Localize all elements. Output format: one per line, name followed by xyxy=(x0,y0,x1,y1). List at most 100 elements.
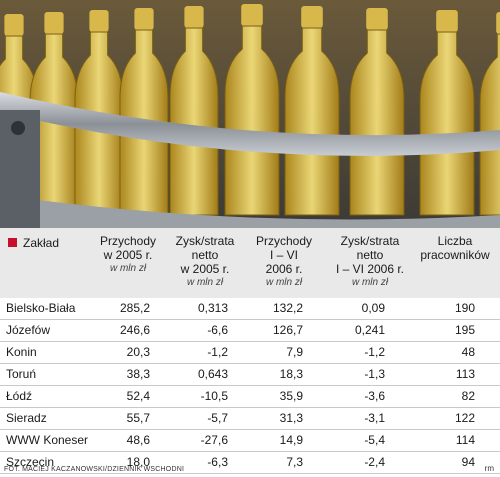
table-cell: 114 xyxy=(455,433,475,447)
bottle xyxy=(419,31,475,216)
bottle-cap xyxy=(44,12,64,34)
table-cell: -2,4 xyxy=(364,455,385,469)
table-cell: 48,6 xyxy=(126,433,150,447)
table-row: Toruń 38,3 0,643 18,3 -1,3 113 xyxy=(0,364,500,386)
table-cell: 190 xyxy=(454,301,475,315)
header-line: Przychody xyxy=(99,234,157,248)
table-cell: 20,3 xyxy=(126,345,150,359)
table-cell: 0,313 xyxy=(197,301,228,315)
column-header: Przychody I – VI 2006 r. w mln zł xyxy=(239,234,329,290)
table-cell: -1,2 xyxy=(364,345,385,359)
bottle-cap xyxy=(134,8,154,30)
bottle-cap xyxy=(301,6,323,28)
table-cell: 0,09 xyxy=(361,301,385,315)
table-cell: -3,6 xyxy=(364,389,385,403)
table-cell: 14,9 xyxy=(279,433,303,447)
bottle-cap xyxy=(366,8,388,30)
table-cell: -6,6 xyxy=(207,323,228,337)
plant-name: Józefów xyxy=(6,323,51,337)
table-cell: -1,2 xyxy=(207,345,228,359)
bottle-cap xyxy=(496,12,500,34)
plant-name: Sieradz xyxy=(6,411,47,425)
table-row: Konin 20,3 -1,2 7,9 -1,2 48 xyxy=(0,342,500,364)
table-cell: 113 xyxy=(455,367,475,381)
table-cell: 55,7 xyxy=(126,411,150,425)
header-unit: w mln zł xyxy=(265,277,303,288)
table-cell: -6,3 xyxy=(207,455,228,469)
table-cell: 48 xyxy=(461,345,475,359)
bottle-cap xyxy=(184,6,204,28)
table-cell: 246,6 xyxy=(119,323,150,337)
table-row: Łódź 52,4 -10,5 35,9 -3,6 82 xyxy=(0,386,500,408)
plant-name: Łódź xyxy=(6,389,33,403)
header-unit: w mln zł xyxy=(109,263,147,274)
header-line: I – VI xyxy=(269,248,298,262)
table-cell: 0,241 xyxy=(354,323,385,337)
table-cell: 31,3 xyxy=(279,411,303,425)
table-cell: 122 xyxy=(454,411,475,425)
header-line: pracowników xyxy=(420,248,490,262)
table-row: Józefów 246,6 -6,6 126,7 0,241 195 xyxy=(0,320,500,342)
table-cell: 35,9 xyxy=(279,389,303,403)
column-header: Zysk/strata netto I – VI 2006 r. w mln zł xyxy=(325,234,415,290)
table-cell: 7,3 xyxy=(286,455,303,469)
bottle-cap xyxy=(436,10,458,32)
plant-name: Konin xyxy=(6,345,37,359)
bottle-cap xyxy=(241,4,263,26)
bottle xyxy=(349,29,405,216)
column-header: Zysk/strata netto w 2005 r. w mln zł xyxy=(160,234,250,290)
bottle xyxy=(284,27,340,216)
bottle-cap xyxy=(89,10,109,32)
bottle xyxy=(224,25,280,216)
table-cell: 18,0 xyxy=(126,455,150,469)
header-unit: w mln zł xyxy=(351,277,389,288)
table-cell: -5,7 xyxy=(207,411,228,425)
table-row: Sieradz 55,7 -5,7 31,3 -3,1 122 xyxy=(0,408,500,430)
header-line: I – VI 2006 r. xyxy=(335,262,405,276)
header-unit: w mln zł xyxy=(186,277,224,288)
table-cell: 38,3 xyxy=(126,367,150,381)
plant-name: Toruń xyxy=(6,367,37,381)
table-cell: -27,6 xyxy=(200,433,228,447)
signature: rm xyxy=(484,464,494,473)
table-cell: 7,9 xyxy=(286,345,303,359)
header-line: Przychody xyxy=(255,234,313,248)
legend-label: Zakład xyxy=(23,236,60,250)
table-cell: -5,4 xyxy=(364,433,385,447)
table-header: Zakład Przychody w 2005 r. w mln zł Zysk/st… xyxy=(0,228,500,298)
header-line: w 2005 r. xyxy=(180,262,230,276)
table-cell: 52,4 xyxy=(126,389,150,403)
table-row: Szczecin 18,0 -6,3 7,3 -2,4 94 xyxy=(0,452,500,474)
table-cell: 285,2 xyxy=(119,301,150,315)
table-cell: 18,3 xyxy=(279,367,303,381)
header-line: Zysk/strata xyxy=(340,234,400,248)
bottle xyxy=(169,27,219,216)
table-cell: -10,5 xyxy=(200,389,228,403)
photo xyxy=(0,0,500,228)
table-row: WWW Koneser 48,6 -27,6 14,9 -5,4 114 xyxy=(0,430,500,452)
plant-name: WWW Koneser xyxy=(6,433,89,447)
table-cell: 126,7 xyxy=(272,323,303,337)
photo-credit: FOT. MACIEJ KACZANOWSKI/DZIENNIK WSCHODN… xyxy=(4,466,185,473)
table-cell: -3,1 xyxy=(364,411,385,425)
header-line: netto xyxy=(356,248,384,262)
header-line: netto xyxy=(191,248,219,262)
table-cell: 82 xyxy=(461,389,475,403)
plant-name: Szczecin xyxy=(6,455,55,469)
bottle-cap xyxy=(4,14,24,36)
table-cell: 195 xyxy=(454,323,475,337)
column-header: Liczba pracowników xyxy=(410,234,500,262)
table-body: Bielsko-Biała 285,2 0,313 132,2 0,09 190 Józef… xyxy=(0,298,500,474)
plant-name: Bielsko-Biała xyxy=(6,301,76,315)
column-header: Przychody w 2005 r. w mln zł xyxy=(83,234,173,276)
header-line: Liczba xyxy=(437,234,473,248)
bottle xyxy=(479,33,500,216)
table-cell: 94 xyxy=(461,455,475,469)
table-cell: 0,643 xyxy=(197,367,228,381)
legend: Zakład xyxy=(8,236,59,250)
table-cell: 132,2 xyxy=(272,301,303,315)
header-line: Zysk/strata xyxy=(175,234,235,248)
header-line: w 2005 r. xyxy=(103,248,153,262)
table-row: Bielsko-Biała 285,2 0,313 132,2 0,09 190 xyxy=(0,298,500,320)
header-line: 2006 r. xyxy=(265,262,303,276)
